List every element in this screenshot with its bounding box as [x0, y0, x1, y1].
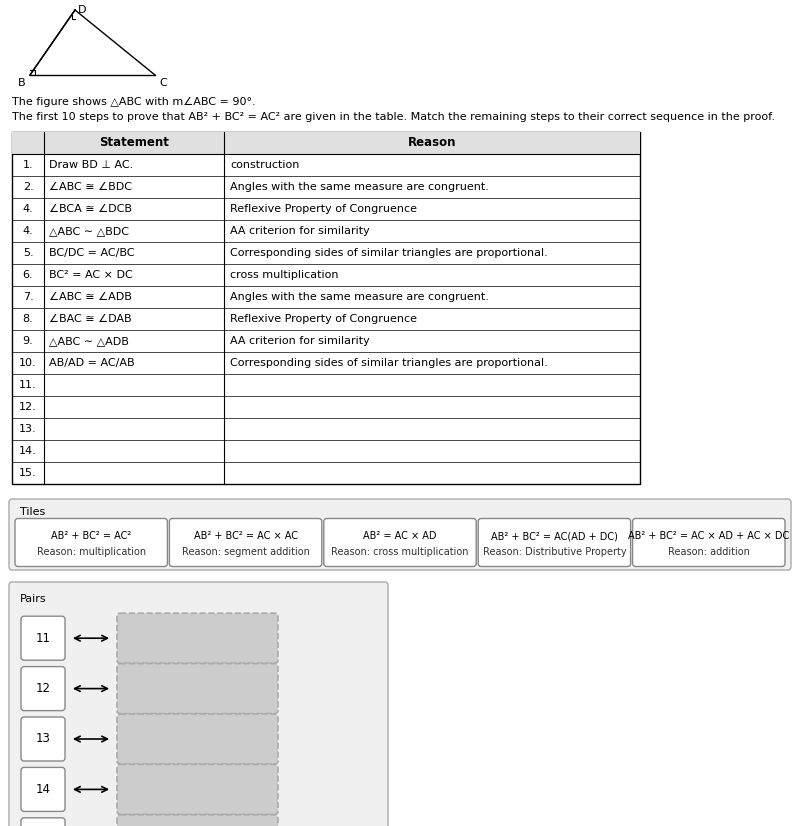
Bar	[12, 132, 640, 484]
FancyBboxPatch shape	[117, 764, 278, 814]
FancyBboxPatch shape	[21, 616, 65, 660]
Text: Angles with the same measure are congruent.: Angles with the same measure are congrue…	[230, 292, 489, 302]
FancyBboxPatch shape	[117, 714, 278, 764]
FancyBboxPatch shape	[21, 818, 65, 826]
Text: 12.: 12.	[19, 402, 37, 412]
Text: Corresponding sides of similar triangles are proportional.: Corresponding sides of similar triangles…	[230, 358, 548, 368]
Text: Reflexive Property of Congruence: Reflexive Property of Congruence	[230, 204, 417, 214]
Text: The figure shows △ABC with m∠ABC = 90°.: The figure shows △ABC with m∠ABC = 90°.	[12, 97, 256, 107]
Text: 10.: 10.	[19, 358, 37, 368]
Text: △ABC ∼ △ADB: △ABC ∼ △ADB	[49, 336, 129, 346]
Text: ∠ABC ≅ ∠ADB: ∠ABC ≅ ∠ADB	[49, 292, 132, 302]
Text: 15.: 15.	[19, 468, 37, 478]
Text: BC² = AC × DC: BC² = AC × DC	[49, 270, 133, 280]
Text: AB² + BC² = AC²: AB² + BC² = AC²	[51, 531, 131, 541]
Text: 4.: 4.	[22, 204, 34, 214]
Text: AB² + BC² = AC × AD + AC × DC: AB² + BC² = AC × AD + AC × DC	[628, 531, 790, 541]
Text: Corresponding sides of similar triangles are proportional.: Corresponding sides of similar triangles…	[230, 248, 548, 258]
Text: 11: 11	[35, 632, 50, 645]
FancyBboxPatch shape	[117, 814, 278, 826]
Text: 4.: 4.	[22, 226, 34, 236]
Text: The first 10 steps to prove that AB² + BC² = AC² are given in the table. Match t: The first 10 steps to prove that AB² + B…	[12, 112, 775, 122]
Text: 7.: 7.	[22, 292, 34, 302]
Text: Draw BD ⊥ AC.: Draw BD ⊥ AC.	[49, 160, 134, 170]
Text: AB² + BC² = AC × AC: AB² + BC² = AC × AC	[194, 531, 298, 541]
Text: 9.: 9.	[22, 336, 34, 346]
FancyBboxPatch shape	[633, 519, 785, 567]
Text: AB² + BC² = AC(AD + DC): AB² + BC² = AC(AD + DC)	[491, 531, 618, 541]
FancyBboxPatch shape	[170, 519, 322, 567]
Text: Reason: Reason	[408, 136, 456, 150]
Text: Reason: segment addition: Reason: segment addition	[182, 547, 310, 557]
Text: 13.: 13.	[19, 424, 37, 434]
Text: Reason: multiplication: Reason: multiplication	[37, 547, 146, 557]
Text: AA criterion for similarity: AA criterion for similarity	[230, 226, 370, 236]
Text: Reflexive Property of Congruence: Reflexive Property of Congruence	[230, 314, 417, 324]
Text: Pairs: Pairs	[20, 594, 46, 604]
FancyBboxPatch shape	[324, 519, 476, 567]
Text: Reason: cross multiplication: Reason: cross multiplication	[331, 547, 469, 557]
Text: 1.: 1.	[22, 160, 34, 170]
Text: ∠ABC ≅ ∠BDC: ∠ABC ≅ ∠BDC	[49, 182, 132, 192]
Text: construction: construction	[230, 160, 299, 170]
Text: B: B	[18, 78, 26, 88]
Text: 6.: 6.	[22, 270, 34, 280]
Text: △ABC ∼ △BDC: △ABC ∼ △BDC	[49, 226, 129, 236]
Text: Angles with the same measure are congruent.: Angles with the same measure are congrue…	[230, 182, 489, 192]
Text: Statement: Statement	[99, 136, 169, 150]
FancyBboxPatch shape	[21, 667, 65, 710]
FancyBboxPatch shape	[117, 663, 278, 714]
FancyBboxPatch shape	[9, 582, 388, 826]
FancyBboxPatch shape	[21, 767, 65, 811]
Text: ∠BCA ≅ ∠DCB: ∠BCA ≅ ∠DCB	[49, 204, 132, 214]
Text: D: D	[78, 5, 86, 15]
FancyBboxPatch shape	[117, 613, 278, 663]
Text: 11.: 11.	[19, 380, 37, 390]
Text: 14: 14	[35, 783, 50, 796]
Text: AA criterion for similarity: AA criterion for similarity	[230, 336, 370, 346]
FancyBboxPatch shape	[15, 519, 167, 567]
Text: AB² = AC × AD: AB² = AC × AD	[363, 531, 437, 541]
Text: 5.: 5.	[22, 248, 34, 258]
Text: C: C	[159, 78, 167, 88]
FancyBboxPatch shape	[9, 499, 791, 570]
Text: 14.: 14.	[19, 446, 37, 456]
Text: Reason: Distributive Property: Reason: Distributive Property	[482, 547, 626, 557]
Text: 13: 13	[35, 733, 50, 746]
Text: Tiles: Tiles	[20, 507, 46, 517]
Text: BC/DC = AC/BC: BC/DC = AC/BC	[49, 248, 134, 258]
Text: Reason: addition: Reason: addition	[668, 547, 750, 557]
Text: cross multiplication: cross multiplication	[230, 270, 338, 280]
Text: AB/AD = AC/AB: AB/AD = AC/AB	[49, 358, 134, 368]
Text: ∠BAC ≅ ∠DAB: ∠BAC ≅ ∠DAB	[49, 314, 132, 324]
Text: 12: 12	[35, 682, 50, 695]
Text: 2.: 2.	[22, 182, 34, 192]
FancyBboxPatch shape	[21, 717, 65, 761]
Bar	[12, 132, 640, 154]
FancyBboxPatch shape	[478, 519, 630, 567]
Text: 8.: 8.	[22, 314, 34, 324]
